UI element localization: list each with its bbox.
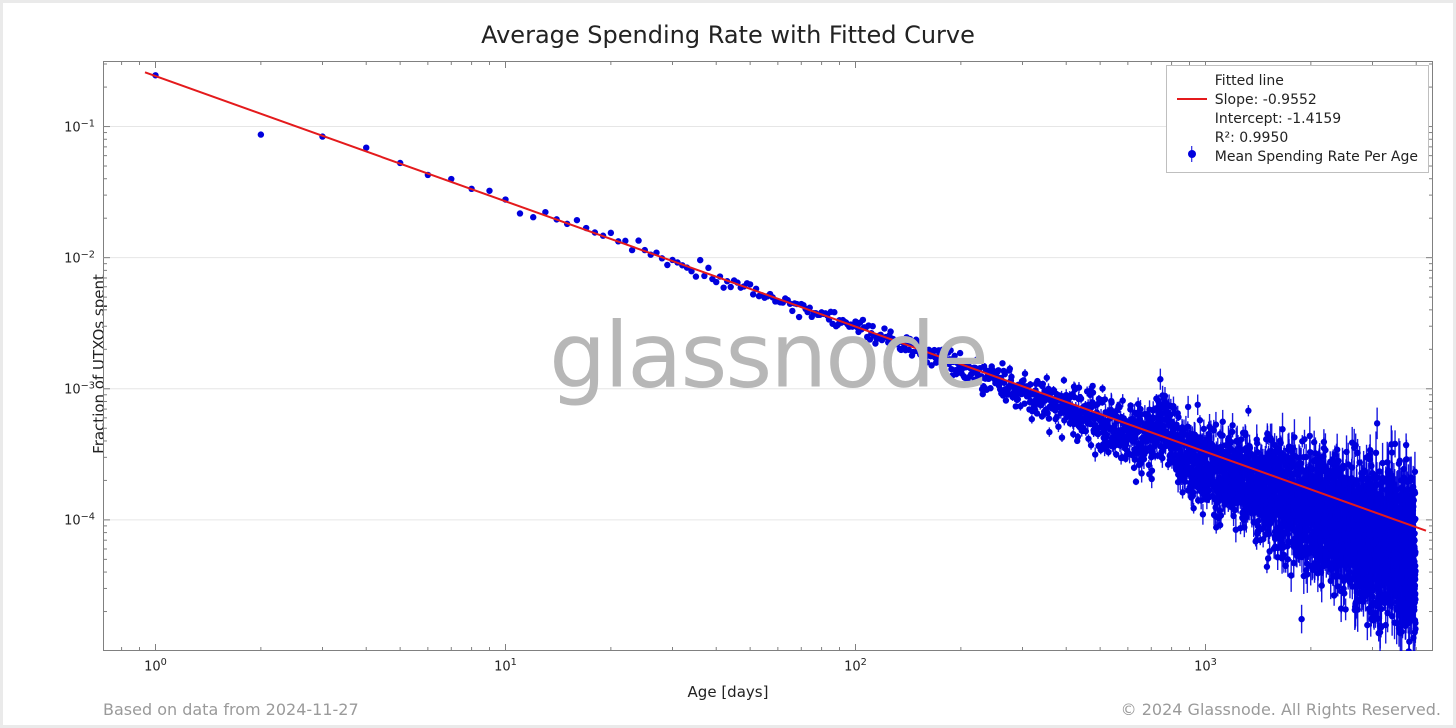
footer-copyright: © 2024 Glassnode. All Rights Reserved. xyxy=(1121,700,1441,719)
chart-title: Average Spending Rate with Fitted Curve xyxy=(3,21,1453,49)
legend-scatter: Mean Spending Rate Per Age xyxy=(1177,148,1418,167)
x-tick-label: 103 xyxy=(1194,651,1217,674)
legend-marker-swatch xyxy=(1177,148,1207,158)
legend-fit-l4: R²: 0.9950 xyxy=(1215,129,1341,148)
x-tick-label: 100 xyxy=(144,651,167,674)
x-tick-label: 101 xyxy=(494,651,517,674)
legend-fit-l3: Intercept: -1.4159 xyxy=(1215,110,1341,129)
chart-frame: Average Spending Rate with Fitted Curve … xyxy=(0,0,1456,728)
legend-fit-l1: Fitted line xyxy=(1215,72,1341,91)
x-tick-label: 102 xyxy=(844,651,867,674)
fitted-line-icon xyxy=(1177,98,1207,100)
y-tick-label: 10−2 xyxy=(64,249,103,266)
legend-fit-l2: Slope: -0.9552 xyxy=(1215,91,1341,110)
y-tick-label: 10−4 xyxy=(64,511,103,528)
plot-area: glassnode Fitted line Slope: -0.9552 Int… xyxy=(103,61,1433,651)
legend-fitted-text: Fitted line Slope: -0.9552 Intercept: -1… xyxy=(1215,72,1341,148)
y-tick-label: 10−3 xyxy=(64,380,103,397)
scatter-marker-icon xyxy=(1188,150,1196,158)
legend-line-swatch xyxy=(1177,72,1207,100)
legend: Fitted line Slope: -0.9552 Intercept: -1… xyxy=(1166,65,1429,173)
legend-scatter-label: Mean Spending Rate Per Age xyxy=(1215,148,1418,167)
footer-data-date: Based on data from 2024-11-27 xyxy=(103,700,359,719)
legend-fitted-line: Fitted line Slope: -0.9552 Intercept: -1… xyxy=(1177,72,1418,148)
y-tick-label: 10−1 xyxy=(64,118,103,135)
x-axis-label: Age [days] xyxy=(3,683,1453,701)
